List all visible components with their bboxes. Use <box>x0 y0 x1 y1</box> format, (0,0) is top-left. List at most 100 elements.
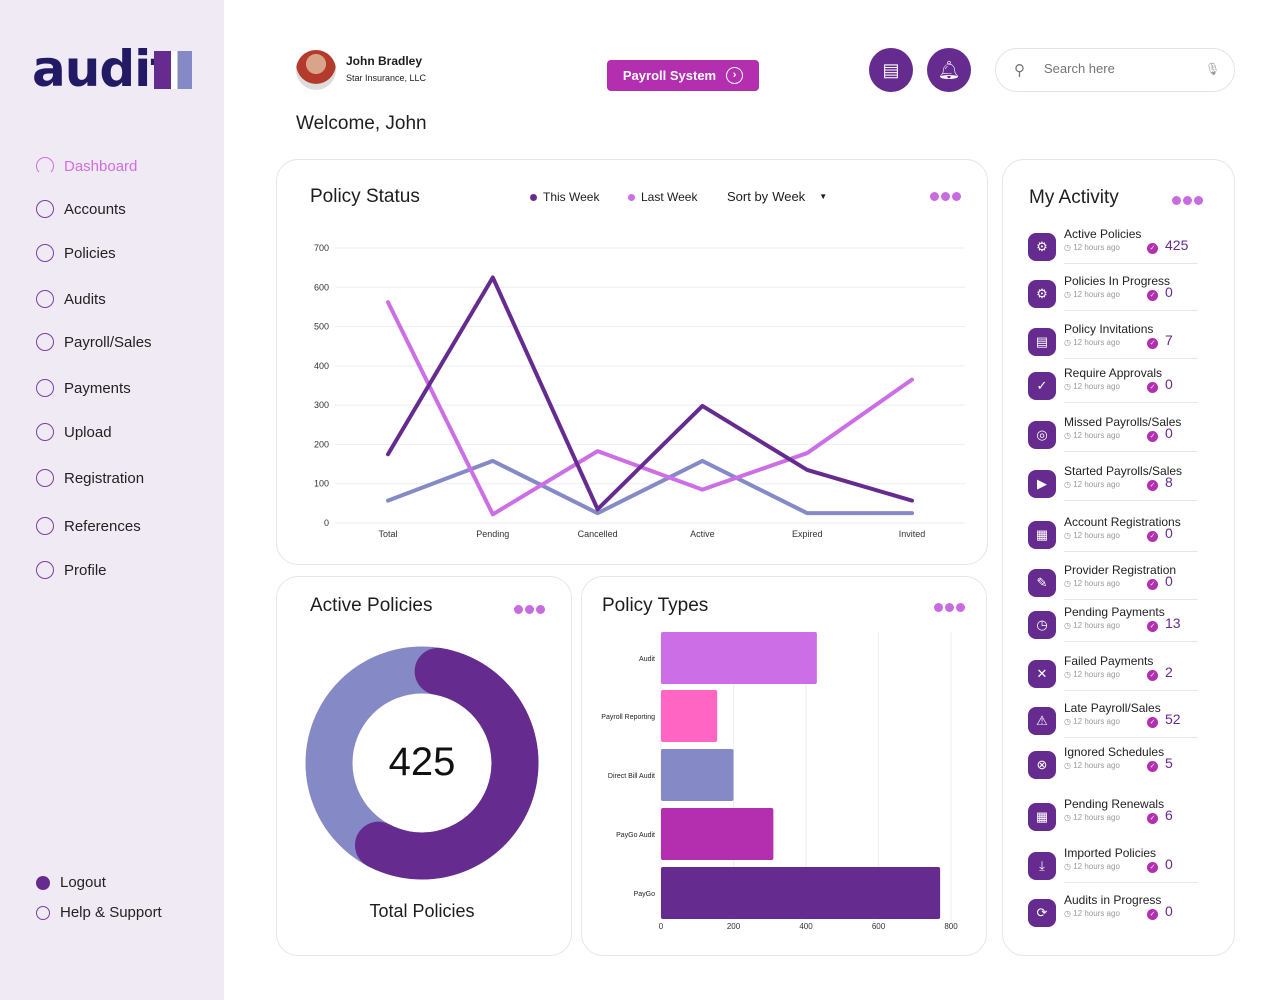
series-line-last-week <box>386 300 914 517</box>
activity-count: 7 <box>1165 332 1173 348</box>
divider <box>1064 551 1198 552</box>
activity-item[interactable]: ◷ Pending Payments ◷ 12 hours ago ✓ 13 <box>1028 605 1208 651</box>
microphone-icon[interactable]: 🎙︎ <box>1205 62 1221 76</box>
y-tick-label: 200 <box>314 439 329 449</box>
y-tick-label: 300 <box>314 400 329 410</box>
active-policies-card: Active Policies 425 Total Policies <box>276 576 572 956</box>
search-box[interactable]: ⚲ 🎙︎ <box>995 48 1235 92</box>
sidebar-item-accounts[interactable]: Accounts <box>36 200 126 218</box>
sidebar-item-profile[interactable]: Profile <box>36 561 107 579</box>
activity-item[interactable]: ⚠ Late Payroll/Sales ◷ 12 hours ago ✓ 52 <box>1028 701 1208 747</box>
x-tick-label: 200 <box>727 922 741 931</box>
y-tick-label: 400 <box>314 361 329 371</box>
notifications-button[interactable]: 🔔︎ <box>927 48 971 92</box>
calendar-icon: ▦ <box>1028 803 1056 831</box>
activity-label: Pending Payments <box>1064 605 1165 619</box>
donut-segment-active <box>305 646 539 880</box>
activity-time-text: 12 hours ago <box>1073 761 1120 770</box>
activity-item[interactable]: ⊗ Ignored Schedules ◷ 12 hours ago ✓ 5 <box>1028 745 1208 791</box>
legend-last-week[interactable]: Last Week <box>628 190 697 204</box>
messages-button[interactable]: ▤ <box>869 48 913 92</box>
avatar[interactable] <box>296 50 336 90</box>
activity-item[interactable]: ✓ Require Approvals ◷ 12 hours ago ✓ 0 <box>1028 366 1208 412</box>
sort-dropdown[interactable]: Sort by Week ▼ <box>727 189 827 205</box>
activity-time: ◷ 12 hours ago <box>1064 531 1120 540</box>
bar <box>661 808 774 860</box>
chat-icon: ▤ <box>882 59 900 80</box>
activity-count: 2 <box>1165 664 1173 680</box>
more-options-button[interactable] <box>930 192 961 201</box>
activity-item[interactable]: ✕ Failed Payments ◷ 12 hours ago ✓ 2 <box>1028 654 1208 700</box>
check-badge-icon: ✓ <box>1147 243 1158 254</box>
activity-label: Missed Payrolls/Sales <box>1064 415 1182 429</box>
activity-label: Failed Payments <box>1064 654 1154 668</box>
activity-label: Late Payroll/Sales <box>1064 701 1161 715</box>
gear-x-icon: ✕ <box>1028 660 1056 688</box>
help-link[interactable]: Help & Support <box>36 904 162 921</box>
activity-time-text: 12 hours ago <box>1073 243 1120 252</box>
activity-time: ◷ 12 hours ago <box>1064 670 1120 679</box>
activity-label: Policies In Progress <box>1064 274 1171 288</box>
upload-icon <box>36 423 54 441</box>
activity-count: 6 <box>1165 807 1173 823</box>
sidebar-item-references[interactable]: References <box>36 517 141 535</box>
badge-check-icon <box>36 469 54 487</box>
activity-time-text: 12 hours ago <box>1073 531 1120 540</box>
activity-time: ◷ 12 hours ago <box>1064 717 1120 726</box>
activity-item[interactable]: ⚙ Active Policies ◷ 12 hours ago ✓ 425 <box>1028 227 1208 273</box>
y-tick-label: 0 <box>324 518 329 528</box>
sidebar-item-label: References <box>64 517 141 535</box>
activity-item[interactable]: ⚙ Policies In Progress ◷ 12 hours ago ✓ … <box>1028 274 1208 320</box>
activity-time: ◷ 12 hours ago <box>1064 480 1120 489</box>
clock-icon: ◷ <box>1028 611 1056 639</box>
divider <box>1064 358 1198 359</box>
activity-item[interactable]: ▦ Pending Renewals ◷ 12 hours ago ✓ 6 <box>1028 797 1208 843</box>
activity-count: 52 <box>1165 711 1181 727</box>
sidebar-item-audits[interactable]: Audits <box>36 290 106 308</box>
divider <box>1064 451 1198 452</box>
bar <box>661 690 718 742</box>
bar <box>661 867 941 919</box>
logout-link[interactable]: Logout <box>36 874 106 891</box>
legend-this-week[interactable]: This Week <box>530 190 599 204</box>
x-tick-label: 800 <box>944 922 958 931</box>
activity-item[interactable]: ◎ Missed Payrolls/Sales ◷ 12 hours ago ✓… <box>1028 415 1208 461</box>
more-options-button[interactable] <box>934 603 965 612</box>
activity-item[interactable]: ⤓ Imported Policies ◷ 12 hours ago ✓ 0 <box>1028 846 1208 892</box>
sidebar-item-policies[interactable]: Policies <box>36 244 116 262</box>
activity-label: Imported Policies <box>1064 846 1157 860</box>
search-input[interactable] <box>1044 61 1184 76</box>
activity-count: 0 <box>1165 573 1173 589</box>
sidebar-item-payments[interactable]: Payments <box>36 379 131 397</box>
activity-time: ◷ 12 hours ago <box>1064 579 1120 588</box>
reference-icon <box>36 517 54 535</box>
sidebar-item-registration[interactable]: Registration <box>36 469 144 487</box>
activity-label: Ignored Schedules <box>1064 745 1165 759</box>
legend-label: This Week <box>543 190 600 204</box>
sidebar-item-label: Policies <box>64 244 116 262</box>
more-options-button[interactable] <box>1172 196 1203 205</box>
more-options-button[interactable] <box>514 605 545 614</box>
sidebar-item-upload[interactable]: Upload <box>36 423 112 441</box>
check-badge-icon: ✓ <box>1147 480 1158 491</box>
activity-time: ◷ 12 hours ago <box>1064 382 1120 391</box>
activity-item[interactable]: ▶ Started Payrolls/Sales ◷ 12 hours ago … <box>1028 464 1208 510</box>
y-tick-label: 500 <box>314 322 329 332</box>
activity-item[interactable]: ▦ Account Registrations ◷ 12 hours ago ✓… <box>1028 515 1208 561</box>
x-tick-label: Total <box>378 529 397 539</box>
activity-time-text: 12 hours ago <box>1073 290 1120 299</box>
activity-time: ◷ 12 hours ago <box>1064 431 1120 440</box>
welcome-heading: Welcome, John <box>296 113 427 134</box>
activity-item[interactable]: ▤ Policy Invitations ◷ 12 hours ago ✓ 7 <box>1028 322 1208 368</box>
check-badge-icon: ✓ <box>1147 670 1158 681</box>
sidebar-item-payroll-sales[interactable]: Payroll/Sales <box>36 333 152 351</box>
sidebar-item-label: Accounts <box>64 200 126 218</box>
activity-item[interactable]: ✎ Provider Registration ◷ 12 hours ago ✓… <box>1028 563 1208 609</box>
activity-item[interactable]: ⟳ Audits in Progress ◷ 12 hours ago ✓ 0 <box>1028 893 1208 939</box>
x-tick-label: Invited <box>899 529 926 539</box>
sidebar-item-dashboard[interactable]: Dashboard <box>36 157 137 175</box>
check-badge-icon: ✓ <box>1147 338 1158 349</box>
sidebar-item-label: Profile <box>64 561 107 579</box>
legend-label: Last Week <box>641 190 698 204</box>
payroll-system-button[interactable]: Payroll System › <box>607 60 759 91</box>
